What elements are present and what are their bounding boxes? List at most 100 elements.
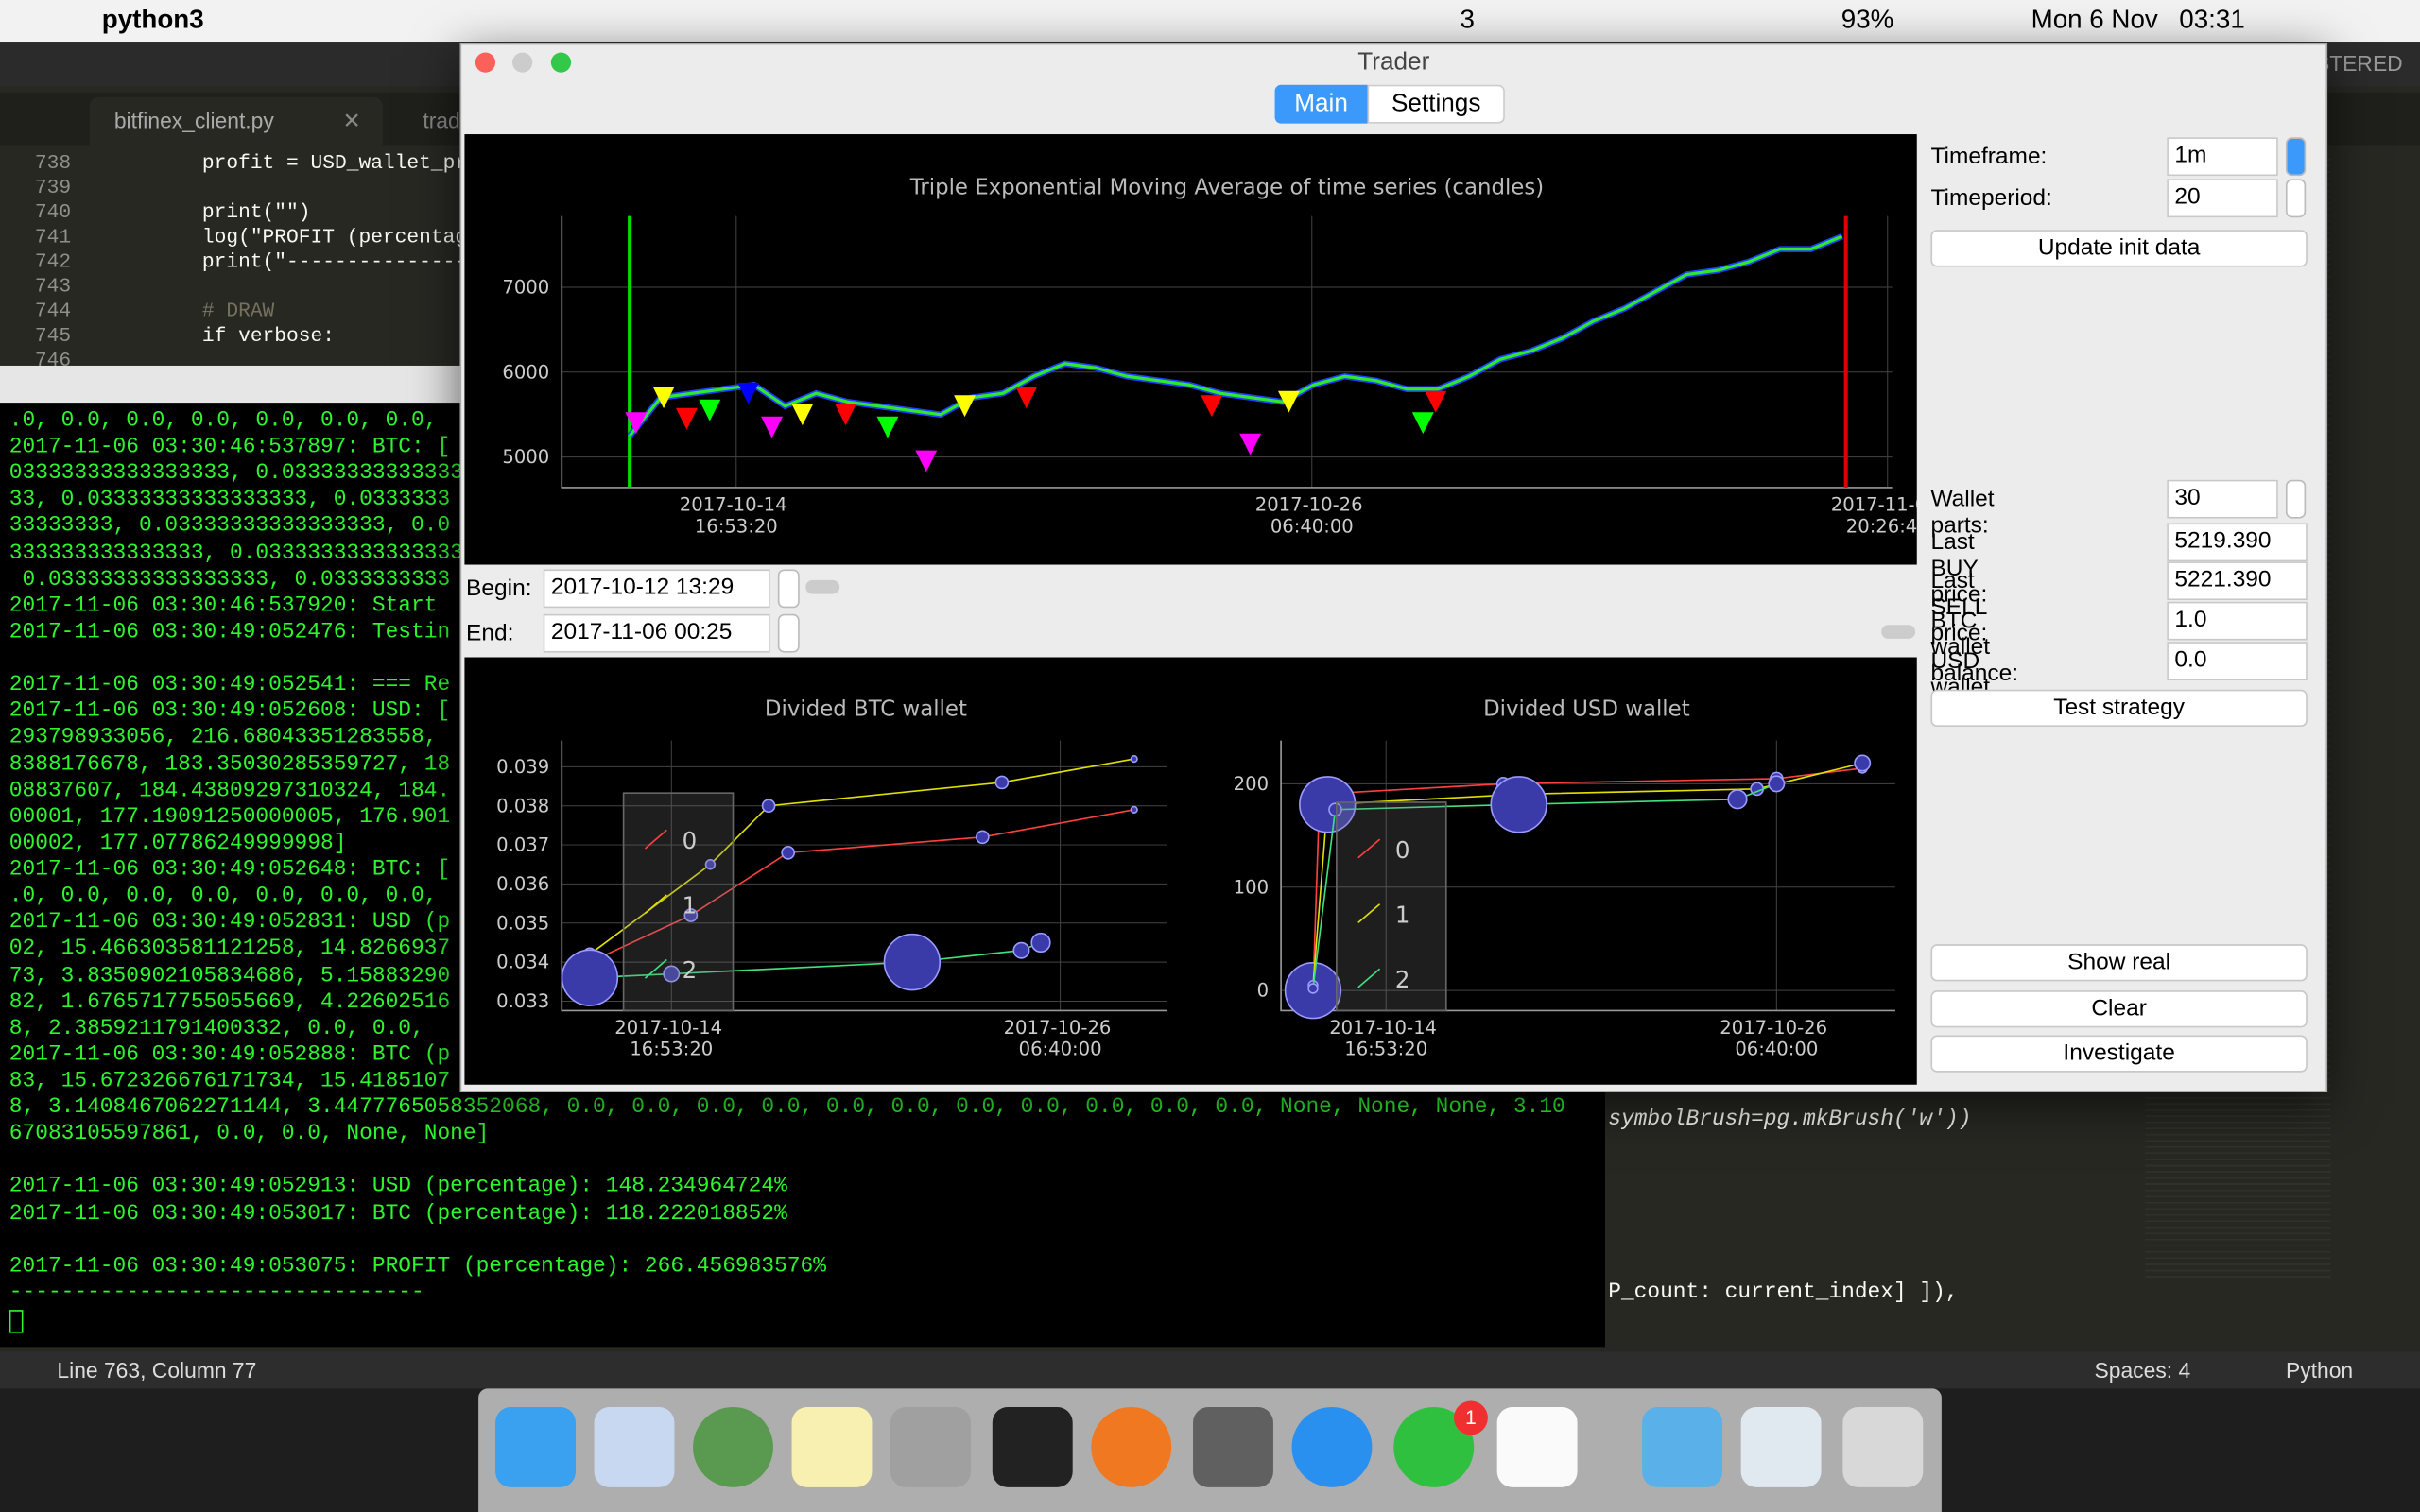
dock-icon[interactable] <box>1291 1406 1373 1487</box>
slider[interactable] <box>805 579 840 594</box>
terminal-line: 2017-11-06 03:30:46:537897: BTC: [ <box>9 435 451 460</box>
begin-label: Begin: <box>466 575 532 602</box>
spinner[interactable] <box>777 569 800 609</box>
dock-icon[interactable] <box>1091 1406 1172 1487</box>
button[interactable]: Investigate <box>1930 1035 2308 1073</box>
terminal-output: .0, 0.0, 0.0, 0.0, 0.0, 0.0, 0.0, 2017-11… <box>9 409 1605 1335</box>
line-number: 739 <box>34 176 72 199</box>
window-title: Trader <box>1357 49 1430 76</box>
terminal-line: 83, 15.672326676171734, 15.4185107 <box>9 1069 451 1094</box>
code-fragment: symbolBrush=pg.mkBrush('w')) <box>1608 1108 1972 1133</box>
tab[interactable]: Settings <box>1367 84 1505 124</box>
field-label: Timeperiod: <box>1930 184 2052 212</box>
dock-icon[interactable] <box>1193 1406 1273 1487</box>
dock-icon[interactable] <box>1842 1406 1924 1487</box>
field-input[interactable]: 1.0 <box>2167 601 2308 641</box>
zoom-button[interactable] <box>550 52 572 73</box>
dock-icon[interactable] <box>495 1406 576 1487</box>
end-input[interactable]: 2017-11-06 00:25 <box>543 613 770 653</box>
battery[interactable]: 93% <box>1841 4 1894 34</box>
terminal-line: 2017-11-06 03:30:49:052541: === Re <box>9 673 451 698</box>
field-input[interactable]: 30 <box>2167 479 2278 519</box>
code-line: profit = USD_wallet_pro <box>201 151 479 175</box>
cursor <box>9 1310 24 1333</box>
code-area: 738 profit = USD_wallet_pro 739 740 print(""… <box>0 148 479 371</box>
terminal-line: 33, 0.03333333333333333, 0.0333333 <box>9 488 451 513</box>
line-number: 745 <box>34 323 72 348</box>
terminal-line: 00001, 177.19091250000005, 176.901 <box>9 804 451 831</box>
spinner[interactable] <box>2285 479 2307 519</box>
badge: 1 <box>1453 1400 1488 1435</box>
tab-close[interactable]: ✕ <box>342 108 361 133</box>
terminal-line: 2017-11-06 03:30:49:052888: BTC (p <box>9 1042 451 1068</box>
terminal-line: 333333333333333, 0.0333333333333333 <box>9 541 463 566</box>
code-line: # DRAW <box>201 299 275 323</box>
field-input[interactable]: 0.0 <box>2167 642 2308 680</box>
terminal-line: 00002, 177.07786249999998] <box>9 831 347 856</box>
terminal-line: 8, 2.3859211791400332, 0.0, 0.0, <box>9 1016 424 1041</box>
close-button[interactable] <box>475 52 496 73</box>
status-bar: Line 763, Column 77 Spaces: 4 Python <box>0 1351 2420 1389</box>
dock-icon[interactable] <box>890 1406 971 1487</box>
terminal-line: 2017-11-06 03:30:49:053075: PROFIT (perc… <box>9 1254 826 1280</box>
field-input[interactable]: 5219.390 <box>2167 523 2308 562</box>
terminal-line: 03333333333333333, 0.03333333333333 <box>9 461 463 487</box>
status-position: Line 763, Column 77 <box>57 1357 257 1383</box>
terminal-line: 2017-11-06 03:30:46:537920: Start <box>9 593 438 619</box>
dock-icon[interactable] <box>693 1406 773 1487</box>
dock-icon[interactable] <box>1642 1406 1723 1487</box>
menubar: python3 3 93% Mon 6 Nov 03:31 <box>0 0 2420 43</box>
code-line: print("--------------- <box>201 249 468 273</box>
status-language[interactable]: Python <box>2285 1357 2354 1383</box>
editor-title: STERED <box>2314 50 2403 76</box>
line-number: 740 <box>34 200 72 224</box>
terminal-line: 67083105597861, 0.0, 0.0, None, None] <box>9 1122 490 1147</box>
field-label: Timeframe: <box>1930 143 2048 170</box>
terminal-line: .0, 0.0, 0.0, 0.0, 0.0, 0.0, 0.0, <box>9 408 438 434</box>
terminal-line: 33333333, 0.03333333333333333, 0.0 <box>9 514 451 540</box>
terminal-line: 2017-11-06 03:30:49:052648: BTC: [ <box>9 857 451 883</box>
slider[interactable] <box>1881 625 1916 639</box>
button[interactable]: Show real <box>1930 944 2308 982</box>
minimize-button[interactable] <box>512 52 533 73</box>
dock-icon[interactable] <box>1740 1406 1822 1487</box>
date[interactable]: Mon 6 Nov <box>2031 4 2158 34</box>
button[interactable]: Update init data <box>1930 230 2308 267</box>
app-menu[interactable]: python3 <box>101 4 204 34</box>
terminal-line: 8, 3.1408467062271144, 3.447776505835206… <box>9 1095 1565 1121</box>
field-input[interactable]: 20 <box>2167 179 2278 218</box>
dock-icon[interactable] <box>791 1406 873 1487</box>
line-number: 744 <box>34 299 72 323</box>
status-spaces[interactable]: Spaces: 4 <box>2094 1357 2191 1383</box>
plot-area <box>464 134 1917 565</box>
spinner[interactable] <box>2285 179 2307 218</box>
plot-area <box>464 657 1917 1085</box>
button[interactable]: Test strategy <box>1930 689 2308 727</box>
dock-icon[interactable] <box>594 1406 675 1487</box>
terminal-line: 73, 3.8350902105834686, 5.15883290 <box>9 963 451 988</box>
dock-icon[interactable] <box>992 1406 1073 1487</box>
code-fragment: P_count: current_index] ]), <box>1608 1280 1959 1306</box>
spinner[interactable] <box>777 613 800 653</box>
button[interactable]: Clear <box>1930 989 2308 1027</box>
end-label: End: <box>466 620 514 647</box>
status-badge[interactable]: 3 <box>1460 4 1475 34</box>
terminal-line: 2017-11-06 03:30:49:053017: BTC (percent… <box>9 1201 787 1227</box>
terminal-line: 2017-11-06 03:30:49:052913: USD (percent… <box>9 1175 787 1200</box>
field-input[interactable]: 1m <box>2167 137 2278 177</box>
tab[interactable]: Main <box>1274 84 1368 124</box>
field-label: BTC wallet balance: <box>1930 608 2019 687</box>
line-number: 742 <box>34 249 72 273</box>
terminal-line: 0.03333333333333333, 0.0333333333 <box>9 567 451 593</box>
code-line: log("PROFIT (percentage <box>201 225 479 249</box>
code-line: print("") <box>201 200 311 224</box>
begin-input[interactable]: 2017-10-12 13:29 <box>543 569 770 609</box>
editor-tab[interactable]: bitfinex_client.py <box>89 96 383 146</box>
spinner[interactable] <box>2285 137 2307 177</box>
terminal-line: 08837607, 184.43809297310324, 184. <box>9 778 451 804</box>
dock-icon[interactable] <box>1496 1406 1578 1487</box>
time[interactable]: 03:31 <box>2179 4 2245 34</box>
terminal-line: 2017-11-06 03:30:49:052608: USD: [ <box>9 699 451 725</box>
terminal-line: 8388176678, 183.35030285359727, 18 <box>9 751 451 778</box>
field-input[interactable]: 5221.390 <box>2167 561 2308 601</box>
